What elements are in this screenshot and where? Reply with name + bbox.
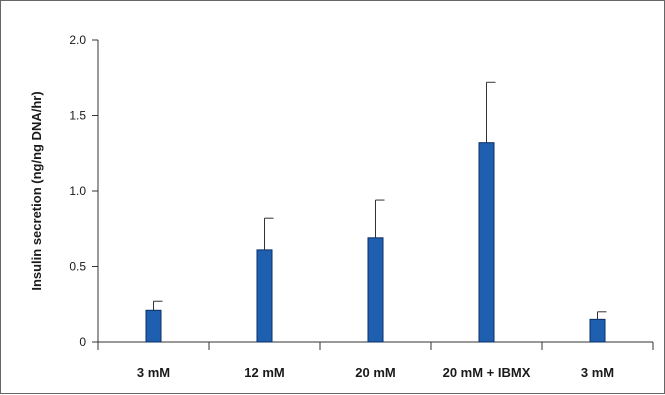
y-axis: 0 0.5 1.0 1.5 2.0 [69,33,99,350]
x-axis [97,341,654,350]
category-label: 3 mM [137,365,170,380]
y-tick-label: 0 [79,335,86,349]
category-label: 12 mM [244,365,284,380]
y-tick-label: 2.0 [69,33,86,47]
category-label: 20 mM + IBMX [443,365,531,380]
y-axis-title: Insulin secretion (ng/ng DNA/hr) [29,91,44,290]
bar [367,237,384,343]
y-tick-label: 1.0 [69,184,86,198]
bar [145,309,162,343]
error-bars-group [153,81,607,320]
category-labels-group: 3 mM 12 mM 20 mM 20 mM + IBMX 3 mM [137,365,614,380]
y-tick-label: 1.5 [69,109,86,123]
category-label: 20 mM [355,365,395,380]
bar [589,318,606,343]
y-tick-label: 0.5 [69,260,86,274]
category-label: 3 mM [581,365,614,380]
bar [478,142,495,343]
bar [256,249,273,343]
bars-group [145,142,606,343]
